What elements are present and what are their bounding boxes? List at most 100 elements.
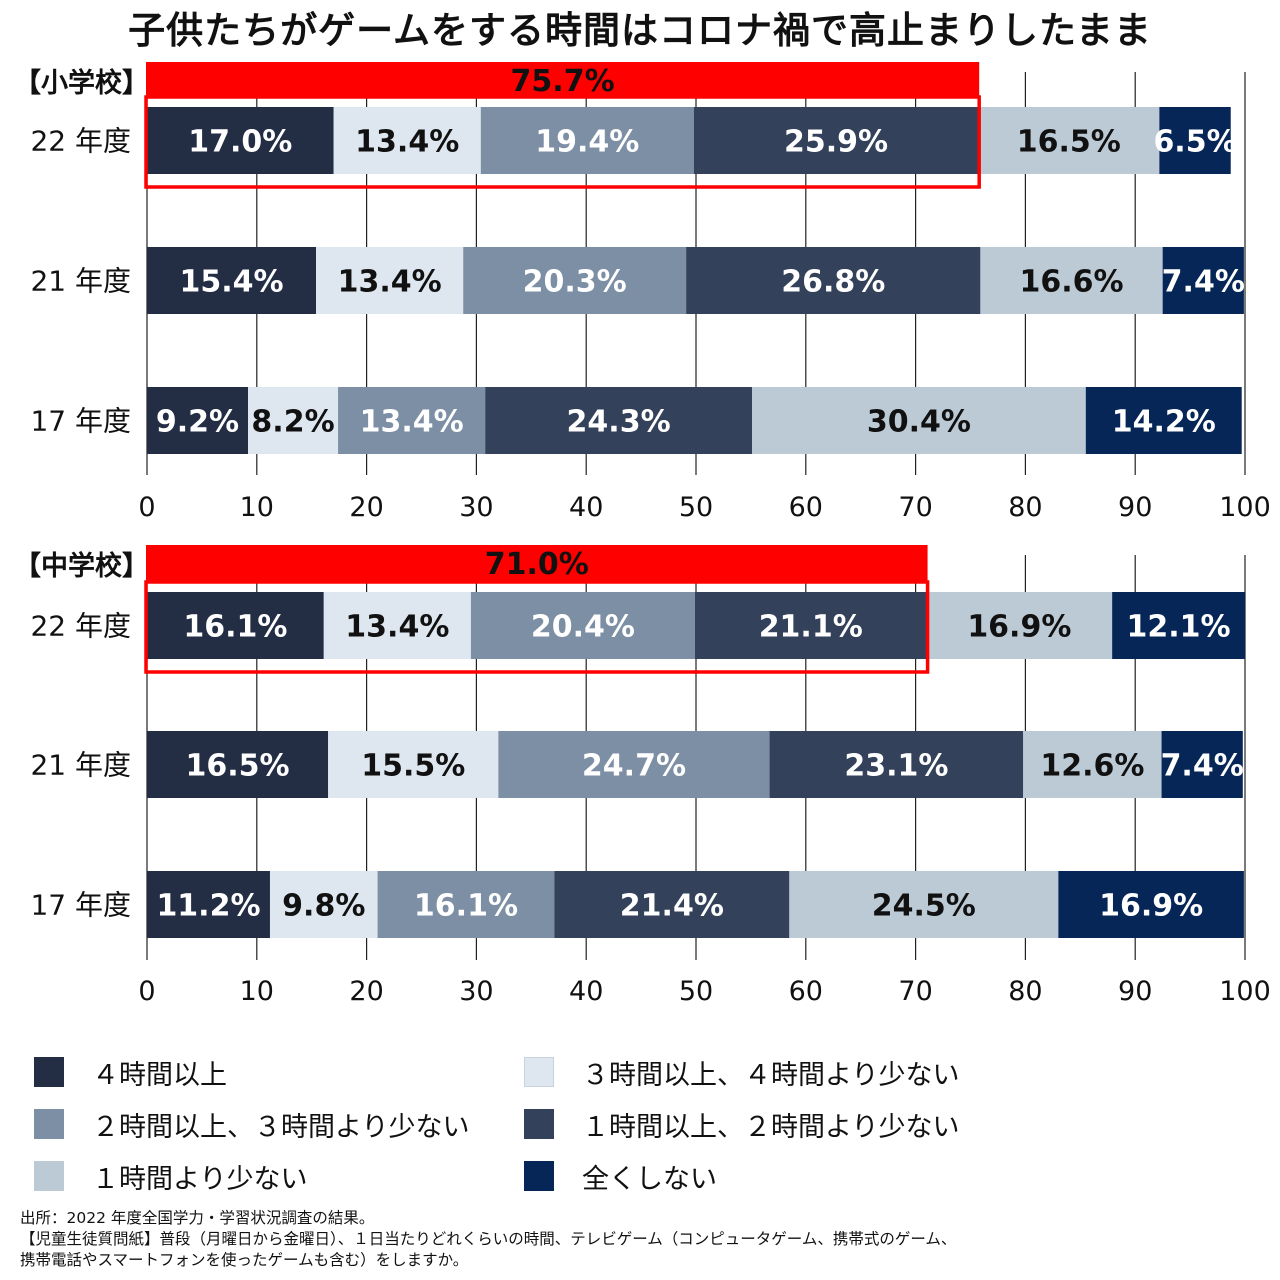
legend-label: ２時間以上、３時間より少ない: [92, 1111, 470, 1143]
data-label: 16.5%: [186, 749, 290, 784]
x-tick-label: 20: [349, 492, 383, 523]
data-label: 6.5%: [1153, 125, 1236, 160]
data-label: 26.8%: [781, 265, 885, 300]
x-tick-label: 60: [789, 976, 823, 1007]
x-tick-label: 90: [1118, 976, 1152, 1007]
bar-segment: [978, 107, 1160, 174]
legend-item: １時間より少ない: [34, 1158, 308, 1195]
legend-label: １時間より少ない: [92, 1163, 308, 1195]
data-label: 7.4%: [1162, 265, 1245, 300]
data-label: 16.6%: [1019, 265, 1123, 300]
data-label: 20.4%: [531, 610, 635, 645]
bar-segment: [463, 247, 687, 314]
bar-segment: [769, 731, 1024, 798]
x-tick-label: 40: [569, 976, 603, 1007]
x-tick-label: 80: [1008, 976, 1042, 1007]
data-label: 21.4%: [620, 889, 724, 924]
data-label: 19.4%: [535, 125, 639, 160]
x-tick-label: 70: [898, 976, 932, 1007]
x-tick-label: 100: [1219, 976, 1271, 1007]
highlight-box: [144, 580, 930, 674]
data-label: 12.6%: [1040, 749, 1144, 784]
legend-swatch: [34, 1057, 64, 1087]
data-label: 13.4%: [338, 265, 442, 300]
legend-item: １時間以上、２時間より少ない: [524, 1106, 959, 1143]
data-label: 21.1%: [759, 610, 863, 645]
x-tick-label: 80: [1008, 492, 1042, 523]
legend-swatch: [524, 1161, 554, 1191]
bar-segment: [147, 247, 317, 314]
x-tick-label: 10: [240, 492, 274, 523]
bar-segment: [498, 731, 770, 798]
footnote-line: 【児童生徒質問紙】普段（月曜日から金曜日）、１日当たりどれくらいの時間、テレビゲ…: [20, 1230, 957, 1248]
bar-segment: [248, 387, 339, 454]
legend-swatch: [34, 1109, 64, 1139]
data-label: 24.3%: [567, 405, 671, 440]
row-label: 21 年度: [30, 749, 131, 782]
bar-segment: [377, 871, 555, 938]
bar-segment: [686, 247, 981, 314]
bar-segment: [316, 247, 464, 314]
x-tick-label: 40: [569, 492, 603, 523]
row-label: 22 年度: [30, 610, 131, 643]
data-label: 16.5%: [1017, 125, 1121, 160]
section-label: 【小学校】: [14, 67, 149, 99]
x-tick-label: 30: [459, 492, 493, 523]
row-label: 22 年度: [30, 125, 131, 158]
bar-segment: [147, 387, 249, 454]
bar-segment: [485, 387, 752, 454]
bar-segment: [694, 592, 927, 659]
legend-label: 全くしない: [582, 1163, 717, 1195]
data-label: 13.4%: [360, 405, 464, 440]
x-tick-label: 50: [679, 976, 713, 1007]
data-label: 16.9%: [967, 610, 1071, 645]
data-label: 14.2%: [1112, 405, 1216, 440]
bar-segment: [693, 107, 979, 174]
bar-segment: [147, 107, 334, 174]
data-label: 16.1%: [183, 610, 287, 645]
x-tick-label: 70: [898, 492, 932, 523]
data-label: 25.9%: [784, 125, 888, 160]
x-tick-label: 10: [240, 976, 274, 1007]
x-tick-label: 0: [138, 492, 155, 523]
bar-segment: [470, 592, 695, 659]
bar-segment: [789, 871, 1059, 938]
data-label: 30.4%: [867, 405, 971, 440]
data-label: 23.1%: [844, 749, 948, 784]
chart-title: 子供たちがゲームをする時間はコロナ禍で高止まりしたまま: [128, 9, 1152, 52]
x-tick-label: 0: [138, 976, 155, 1007]
bar-segment: [328, 731, 499, 798]
x-tick-label: 100: [1219, 492, 1271, 523]
bar-segment: [147, 592, 324, 659]
bar-segment: [338, 387, 486, 454]
x-tick-label: 90: [1118, 492, 1152, 523]
bar-segment: [323, 592, 471, 659]
data-label: 24.7%: [582, 749, 686, 784]
x-tick-label: 20: [349, 976, 383, 1007]
data-label: 20.3%: [523, 265, 627, 300]
bar-segment: [1112, 592, 1245, 659]
bar-segment: [147, 731, 329, 798]
highlight-banner: [146, 62, 980, 98]
bar-segment: [980, 247, 1163, 314]
bar-segment: [751, 387, 1086, 454]
bar-segment: [1162, 247, 1244, 314]
row-label: 17 年度: [30, 405, 131, 438]
legend-label: ３時間以上、４時間より少ない: [582, 1059, 960, 1091]
bar-segment: [1085, 387, 1242, 454]
bar-segment: [1159, 107, 1231, 174]
legend-swatch: [524, 1109, 554, 1139]
data-label: 13.4%: [355, 125, 459, 160]
data-label: 11.2%: [156, 889, 260, 924]
row-label: 21 年度: [30, 265, 131, 298]
data-label: 24.5%: [872, 889, 976, 924]
footnote-line: 出所：2022 年度全国学力・学習状況調査の結果。: [20, 1209, 375, 1227]
data-label: 9.2%: [156, 405, 239, 440]
x-tick-label: 60: [789, 492, 823, 523]
bar-segment: [926, 592, 1113, 659]
data-label: 7.4%: [1161, 749, 1244, 784]
legend: ４時間以上 ３時間以上、４時間より少ない ２時間以上、３時間より少ない １時間以…: [0, 1040, 1280, 1200]
x-tick-label: 30: [459, 976, 493, 1007]
source-footnote: 出所：2022 年度全国学力・学習状況調査の結果。 【児童生徒質問紙】普段（月曜…: [20, 1208, 1270, 1271]
bar-segment: [554, 871, 790, 938]
